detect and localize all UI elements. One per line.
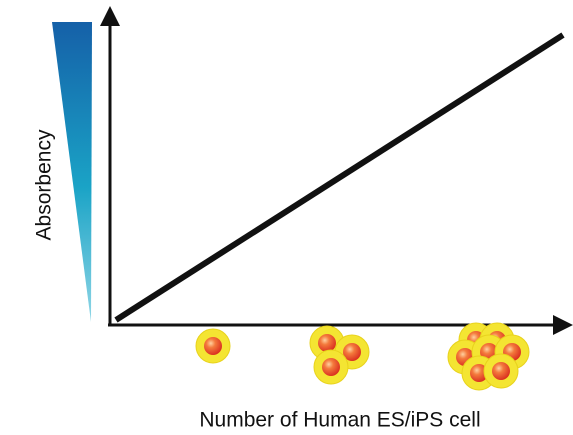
cells-some	[310, 326, 369, 384]
page: Absorbency Number of Human ES/iPS cell (…	[0, 0, 573, 435]
cells-few	[196, 329, 230, 363]
y-axis-arrow	[100, 6, 120, 26]
trend-line	[116, 35, 563, 320]
gradient-wedge	[52, 22, 92, 322]
x-axis-label: Number of Human ES/iPS cell	[199, 409, 480, 432]
diagram: Absorbency Number of Human ES/iPS cell	[0, 0, 573, 435]
cells-many	[448, 323, 529, 390]
y-axis-label: Absorbency	[33, 129, 56, 240]
x-axis-arrow	[553, 315, 573, 335]
